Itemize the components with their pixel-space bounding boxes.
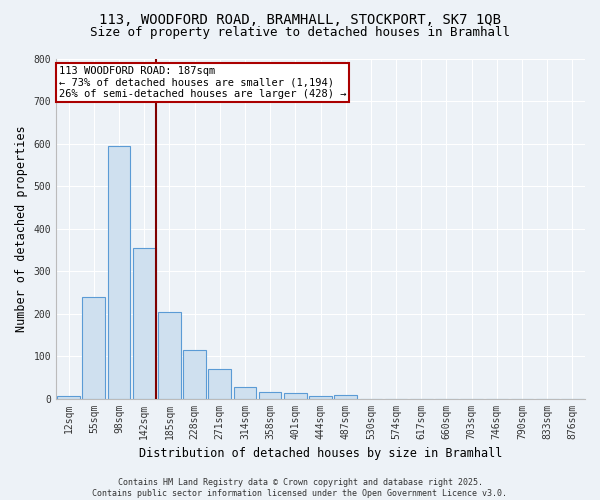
X-axis label: Distribution of detached houses by size in Bramhall: Distribution of detached houses by size … <box>139 447 502 460</box>
Bar <box>58 396 80 398</box>
Text: Contains HM Land Registry data © Crown copyright and database right 2025.
Contai: Contains HM Land Registry data © Crown c… <box>92 478 508 498</box>
Bar <box>133 248 155 398</box>
Bar <box>334 395 357 398</box>
Y-axis label: Number of detached properties: Number of detached properties <box>15 126 28 332</box>
Text: 113, WOODFORD ROAD, BRAMHALL, STOCKPORT, SK7 1QB: 113, WOODFORD ROAD, BRAMHALL, STOCKPORT,… <box>99 12 501 26</box>
Bar <box>259 392 281 398</box>
Bar <box>82 296 105 398</box>
Text: Size of property relative to detached houses in Bramhall: Size of property relative to detached ho… <box>90 26 510 39</box>
Bar <box>208 369 231 398</box>
Bar <box>233 387 256 398</box>
Text: 113 WOODFORD ROAD: 187sqm
← 73% of detached houses are smaller (1,194)
26% of se: 113 WOODFORD ROAD: 187sqm ← 73% of detac… <box>59 66 346 99</box>
Bar <box>183 350 206 399</box>
Bar <box>284 394 307 398</box>
Bar <box>107 146 130 399</box>
Bar <box>158 312 181 398</box>
Bar <box>309 396 332 398</box>
